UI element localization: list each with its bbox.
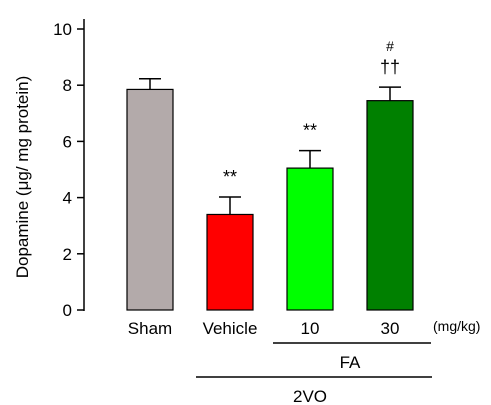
bar-sham	[126, 88, 174, 311]
y-tick-label: 10	[53, 20, 72, 39]
x-labels-group: Sham Vehicle 10 30	[128, 319, 400, 338]
x-category-label: Sham	[128, 319, 172, 338]
significance-mark: ††	[380, 57, 400, 77]
y-tick-label: 6	[63, 132, 72, 151]
y-axis-label: Dopamine (μg/ mg protein)	[13, 76, 32, 279]
x-category-label: 10	[301, 319, 320, 338]
y-tick-label: 2	[63, 245, 72, 264]
group-label-2vo: 2VO	[293, 387, 327, 405]
bars-group: ** ** †† #	[126, 38, 414, 311]
significance-mark: **	[223, 167, 237, 187]
group-label-fa: FA	[340, 353, 361, 372]
significance-mark: #	[386, 38, 394, 54]
group-brackets: FA 2VO	[196, 342, 432, 405]
y-tick-label: 4	[63, 189, 72, 208]
x-category-label: 30	[381, 319, 400, 338]
bar-30	[366, 100, 414, 311]
y-tick-label: 0	[63, 301, 72, 320]
bar-10	[286, 167, 334, 311]
significance-mark: **	[303, 121, 317, 141]
y-tick-label: 8	[63, 76, 72, 95]
unit-label: (mg/kg)	[433, 318, 480, 334]
bar-vehicle	[206, 213, 254, 311]
x-category-label: Vehicle	[203, 319, 258, 338]
y-axis: 0 2 4 6 8 10	[53, 19, 85, 320]
